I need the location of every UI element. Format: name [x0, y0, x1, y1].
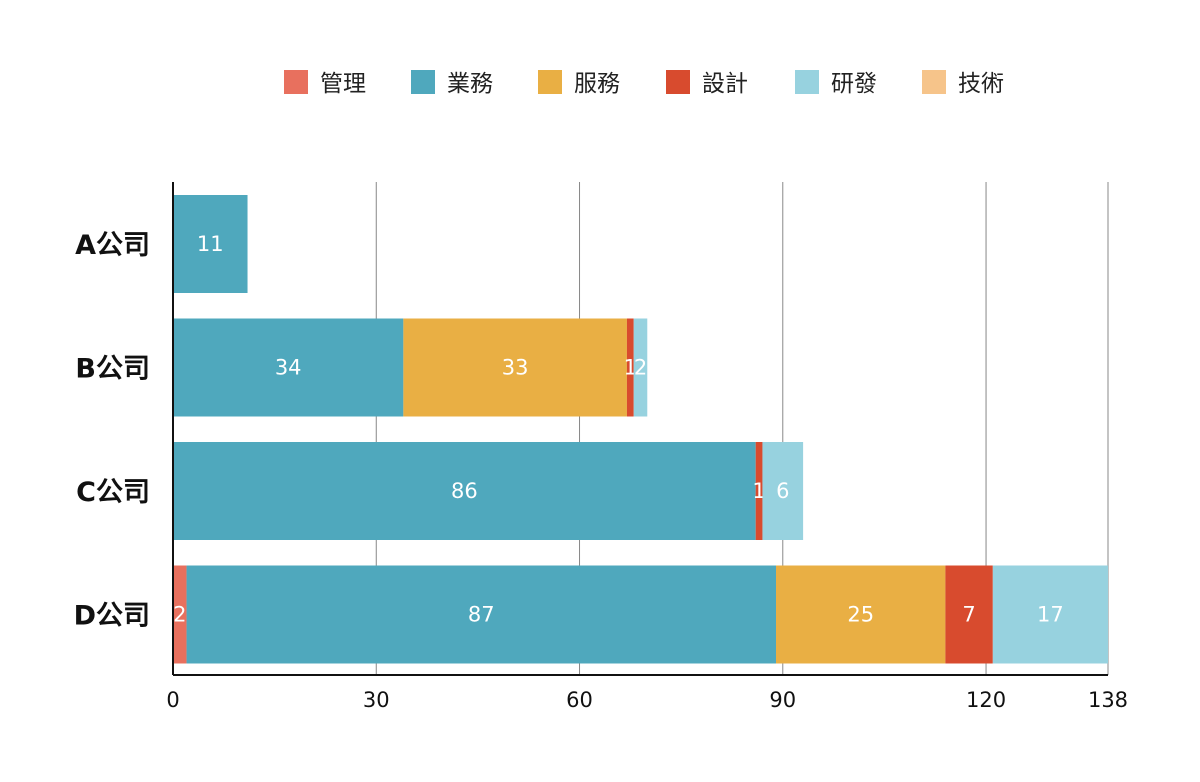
legend-swatch-5 [922, 70, 946, 94]
legend-swatch-2 [538, 70, 562, 94]
bar-segment-1-2 [403, 318, 627, 417]
bar-segment-0-1 [173, 195, 248, 293]
legend-label-5: 技術 [958, 71, 1004, 97]
bar-segment-2-4 [762, 442, 804, 540]
x-tick-label-2: 60 [566, 688, 593, 712]
bar-segment-3-1 [186, 565, 777, 664]
bar-segment-1-4 [633, 318, 648, 417]
data-label-1-3: 1 [624, 356, 637, 380]
category-label-2: C公司 [76, 477, 150, 508]
legend-label-0: 管理 [320, 71, 366, 97]
data-label-1-1: 34 [275, 356, 302, 380]
legend-swatch-0 [284, 70, 308, 94]
legend-label-4: 研發 [831, 71, 877, 97]
category-labels: A公司 B公司 C公司 D公司 [74, 230, 150, 632]
legend-label-3: 設計 [702, 71, 748, 97]
data-label-2-4: 6 [776, 479, 789, 503]
x-tick-label-0: 0 [166, 688, 179, 712]
legend-label-2: 服務 [574, 71, 620, 97]
data-label-3-1: 87 [468, 603, 495, 627]
bar-segment-1-3 [626, 318, 634, 417]
legend-swatch-3 [666, 70, 690, 94]
legend: 管理 業務 服務 設計 研發 技術 [284, 70, 1004, 97]
data-label-2-1: 86 [451, 479, 478, 503]
category-label-3: D公司 [74, 601, 150, 632]
x-tick-label-4: 120 [966, 688, 1006, 712]
x-tick-label-5: 138 [1088, 688, 1128, 712]
x-tick-labels: 0 30 60 90 120 138 [166, 688, 1128, 712]
bar-segment-3-0 [173, 565, 187, 664]
data-label-3-2: 25 [847, 603, 874, 627]
data-label-1-4: 2 [634, 356, 647, 380]
bar-segment-3-4 [992, 565, 1108, 664]
data-label-0-1: 11 [197, 232, 224, 256]
legend-label-1: 業務 [447, 71, 493, 97]
category-label-1: B公司 [75, 354, 150, 385]
x-tick-label-1: 30 [363, 688, 390, 712]
bar-segment-1-1 [173, 318, 404, 417]
axes [172, 182, 1108, 676]
category-label-0: A公司 [75, 230, 150, 261]
data-label-2-3: 1 [752, 479, 765, 503]
bar-segment-3-3 [945, 565, 993, 664]
data-label-3-3: 7 [962, 603, 975, 627]
bar-segment-2-1 [173, 442, 756, 540]
legend-swatch-4 [795, 70, 819, 94]
data-label-3-4: 17 [1037, 603, 1064, 627]
bar-segment-2-3 [755, 442, 763, 540]
legend-swatch-1 [411, 70, 435, 94]
bar-segment-3-2 [776, 565, 946, 664]
data-label-1-2: 33 [502, 356, 529, 380]
x-tick-label-3: 90 [769, 688, 796, 712]
data-label-3-0: 2 [173, 603, 186, 627]
